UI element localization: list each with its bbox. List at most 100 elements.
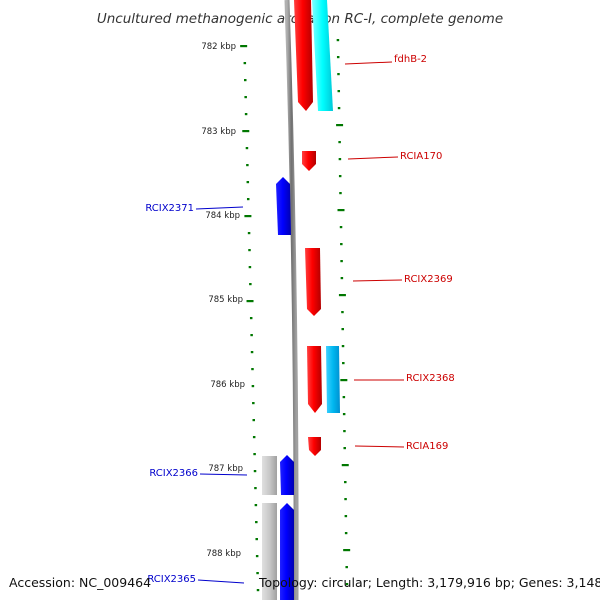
scale-labels: 782 kbp 783 kbp 784 kbp 785 kbp 786 kbp … (201, 42, 245, 559)
topology-text: Topology: circular; Length: 3,179,916 bp… (258, 575, 600, 590)
minor-tick (337, 107, 341, 110)
scale-label: 784 kbp (205, 211, 240, 221)
major-tick (338, 294, 346, 297)
scale-label: 787 kbp (208, 464, 243, 474)
gene-label-RCIX2368[interactable]: RCIX2368 (406, 373, 455, 384)
major-tick (336, 124, 344, 127)
major-tick (246, 300, 254, 303)
pseudo-feature-grey[interactable] (262, 503, 277, 600)
reverse-gene-labels: RCIX2371 RCIX2366 RCIX2365 (145, 203, 198, 585)
scale-label: 785 kbp (208, 295, 243, 305)
gene-arrow-RCIX2369[interactable] (305, 248, 321, 316)
minor-tick (244, 79, 247, 82)
gene-arrow-fdhB-2[interactable] (294, 0, 313, 111)
scale-label: 786 kbp (210, 380, 245, 390)
minor-tick (341, 311, 344, 314)
minor-tick (343, 430, 346, 433)
minor-tick (341, 328, 344, 331)
minor-tick (254, 504, 258, 507)
minor-tick (255, 538, 258, 541)
gene-arrow-RCIX2366[interactable] (280, 455, 294, 495)
major-tick (343, 549, 351, 552)
minor-tick (253, 470, 257, 473)
minor-tick (244, 113, 248, 116)
gene-arrow-RCIX2365[interactable] (280, 503, 294, 600)
reverse-strand-features (262, 177, 294, 600)
minor-tick (253, 453, 256, 456)
minor-tick (339, 192, 342, 195)
minor-tick (246, 181, 250, 184)
major-tick (337, 209, 345, 212)
gene-label-RCIX2369[interactable]: RCIX2369 (404, 274, 453, 285)
genome-backbone (284, 0, 299, 600)
minor-tick (250, 351, 254, 354)
minor-tick (245, 147, 249, 150)
rna-feature-cyan[interactable] (312, 0, 333, 111)
forward-strand-features (294, 0, 340, 456)
minor-tick (343, 447, 346, 450)
gene-label-fdhB-2[interactable]: fdhB-2 (394, 54, 427, 65)
gene-label-RCIA169[interactable]: RCIA169 (406, 441, 448, 452)
minor-tick (252, 402, 255, 405)
major-tick (244, 215, 252, 218)
major-tick (341, 464, 349, 467)
minor-tick (250, 334, 253, 337)
minor-tick (247, 232, 251, 235)
minor-tick (251, 368, 254, 371)
minor-tick (345, 583, 349, 586)
gene-label-RCIX2371[interactable]: RCIX2371 (145, 203, 194, 214)
minor-tick (339, 226, 343, 229)
minor-tick (340, 260, 343, 263)
minor-tick (256, 572, 259, 575)
minor-tick (344, 481, 347, 484)
minor-tick (248, 266, 252, 269)
minor-tick (251, 385, 255, 388)
gene-arrow-RCIA169[interactable] (308, 437, 321, 456)
minor-tick (244, 96, 247, 99)
scale-label: 782 kbp (201, 42, 236, 52)
minor-tick (249, 317, 253, 320)
minor-tick (248, 249, 251, 252)
minor-tick (344, 532, 348, 535)
minor-tick (340, 243, 343, 246)
minor-tick (336, 39, 340, 42)
minor-tick (342, 396, 346, 399)
minor-tick (254, 487, 257, 490)
minor-tick (341, 345, 345, 348)
gene-label-RCIA170[interactable]: RCIA170 (400, 151, 442, 162)
minor-tick (342, 413, 346, 416)
reverse-label-leaders (195, 206, 248, 584)
minor-tick (256, 589, 260, 592)
minor-tick (344, 498, 347, 501)
major-tick (340, 379, 348, 382)
minor-tick (252, 419, 255, 422)
pseudo-feature-grey[interactable] (262, 456, 277, 495)
minor-tick (344, 515, 348, 518)
gene-arrow-RCIA170[interactable] (302, 151, 316, 171)
minor-tick (246, 198, 250, 201)
minor-tick (243, 62, 247, 65)
major-tick (240, 45, 248, 48)
minor-tick (345, 566, 348, 569)
gene-arrow-RCIX2371[interactable] (276, 177, 291, 235)
minor-tick (338, 158, 342, 161)
gene-arrow-RCIX2368[interactable] (307, 346, 322, 413)
gene-label-RCIX2365[interactable]: RCIX2365 (147, 574, 196, 585)
accession-text: Accession: NC_009464 (9, 575, 151, 590)
minor-tick (246, 164, 249, 167)
gene-label-RCIX2366[interactable]: RCIX2366 (149, 468, 198, 479)
minor-tick (252, 436, 256, 439)
scale-ticks (240, 39, 351, 592)
minor-tick (342, 362, 345, 365)
scale-label: 788 kbp (206, 549, 241, 559)
minor-tick (340, 277, 344, 280)
major-tick (242, 130, 250, 133)
forward-gene-labels: fdhB-2 RCIA170 RCIX2369 RCIX2368 RCIA169 (394, 54, 455, 452)
minor-tick (336, 56, 340, 59)
minor-tick (337, 73, 340, 76)
minor-tick (337, 90, 341, 93)
rna-feature-blue[interactable] (326, 346, 340, 413)
scale-label: 783 kbp (201, 127, 236, 137)
minor-tick (255, 521, 258, 524)
